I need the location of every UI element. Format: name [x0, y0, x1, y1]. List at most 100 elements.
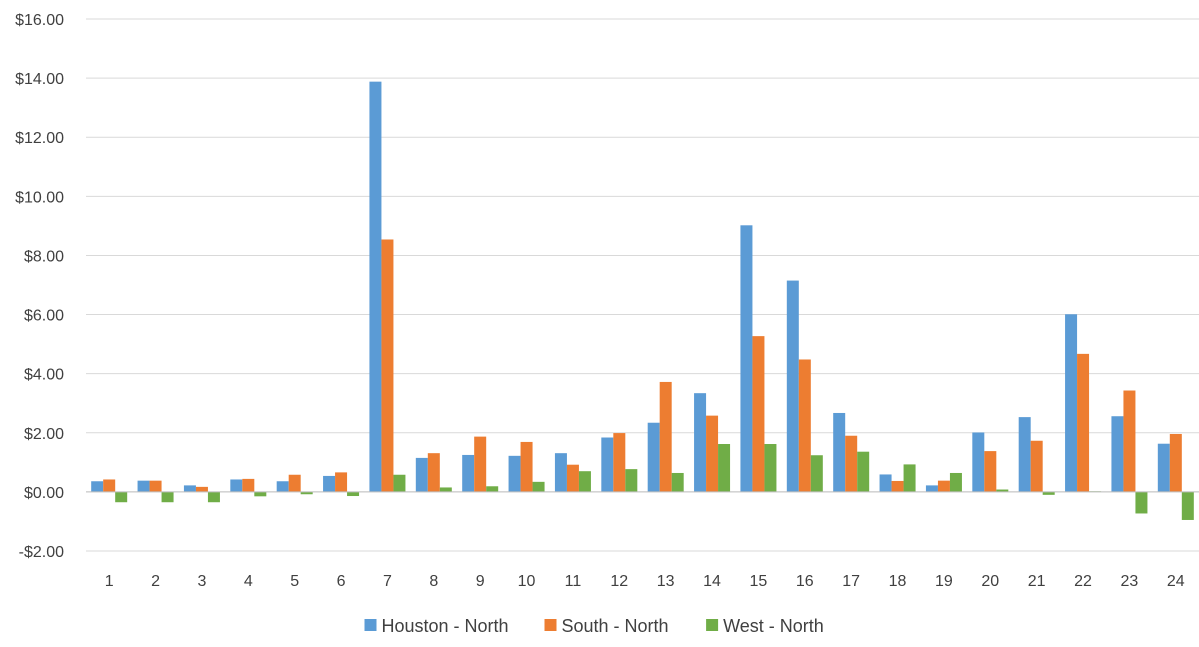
x-tick-label: 3 [197, 573, 206, 590]
y-tick-label: $6.00 [24, 308, 64, 325]
bar [857, 451, 870, 492]
x-tick-label: 17 [842, 573, 860, 590]
x-tick-label: 4 [244, 573, 253, 590]
bar [764, 444, 777, 492]
bar [415, 457, 428, 492]
bar [647, 422, 660, 492]
bar [972, 432, 985, 492]
legend-label: West - North [723, 616, 824, 636]
bar [323, 475, 336, 492]
bar [393, 474, 406, 492]
bar [996, 489, 1009, 492]
bar [195, 486, 208, 492]
bar [1111, 416, 1124, 492]
x-tick-label: 18 [889, 573, 907, 590]
bar [786, 280, 799, 492]
bar [91, 481, 104, 492]
y-tick-label: $8.00 [24, 248, 64, 265]
bar [161, 491, 174, 503]
bar [625, 469, 638, 492]
y-tick-label: $10.00 [15, 189, 64, 206]
x-tick-label: 15 [750, 573, 768, 590]
bar [879, 474, 892, 492]
bar [532, 481, 545, 492]
legend-label: Houston - North [382, 616, 509, 636]
x-tick-label: 10 [518, 573, 536, 590]
bar [891, 480, 904, 492]
bar [1030, 440, 1043, 492]
legend-label: South - North [562, 616, 669, 636]
bar [925, 485, 938, 492]
y-tick-label: $2.00 [24, 426, 64, 443]
bar [288, 474, 301, 492]
bar [242, 478, 255, 492]
bar [347, 491, 360, 497]
bar [520, 441, 533, 492]
legend-swatch [706, 619, 719, 631]
y-tick-label: $4.00 [24, 367, 64, 384]
bar [845, 435, 858, 492]
x-tick-label: 22 [1074, 573, 1092, 590]
bar [937, 480, 950, 492]
x-tick-label: 11 [565, 573, 582, 590]
bar [798, 359, 811, 492]
x-tick-label: 9 [476, 573, 485, 590]
bar [1123, 390, 1136, 492]
bar [230, 479, 243, 492]
y-tick-label: -$2.00 [19, 544, 64, 561]
bar [103, 479, 116, 492]
y-tick-label: $16.00 [15, 12, 64, 29]
bar [1042, 491, 1055, 495]
bar [706, 415, 719, 492]
x-tick-label: 24 [1167, 573, 1185, 590]
bar [810, 455, 823, 492]
bar [381, 239, 394, 492]
bar [1135, 491, 1148, 514]
y-tick-label: $14.00 [15, 71, 64, 88]
bar [439, 487, 452, 492]
bar [486, 486, 499, 492]
x-tick-label: 19 [935, 573, 953, 590]
y-tick-label: $0.00 [24, 485, 64, 502]
bar [659, 381, 672, 492]
bar [554, 453, 567, 492]
bars [91, 81, 1194, 520]
x-tick-label: 1 [105, 573, 114, 590]
bar [613, 433, 626, 492]
bar [115, 491, 128, 503]
legend-swatch [544, 619, 557, 631]
bar [752, 336, 765, 492]
bar [833, 412, 846, 492]
bar [149, 480, 162, 492]
bar [578, 471, 591, 492]
bar [1181, 491, 1194, 520]
x-tick-label: 7 [383, 573, 392, 590]
bar [276, 481, 289, 492]
x-tick-label: 16 [796, 573, 814, 590]
bar [508, 455, 521, 492]
bar [903, 464, 916, 492]
bar [427, 453, 440, 492]
bar [671, 472, 684, 492]
bar [369, 81, 382, 492]
bar [300, 491, 313, 495]
bar [254, 491, 267, 497]
bar [740, 225, 753, 492]
bar [207, 491, 220, 503]
bar [601, 437, 614, 492]
bar [949, 472, 962, 492]
bar [1077, 353, 1090, 492]
legend: Houston - North South - North West - North [364, 616, 824, 636]
y-tick-label: $12.00 [15, 130, 64, 147]
legend-swatch [364, 619, 377, 631]
x-tick-label: 5 [290, 573, 299, 590]
bar [694, 393, 707, 492]
x-tick-label: 12 [610, 573, 628, 590]
x-tick-label: 20 [981, 573, 999, 590]
bar [718, 444, 731, 492]
x-tick-label: 8 [429, 573, 438, 590]
bar [1065, 314, 1078, 492]
bar [566, 464, 579, 492]
